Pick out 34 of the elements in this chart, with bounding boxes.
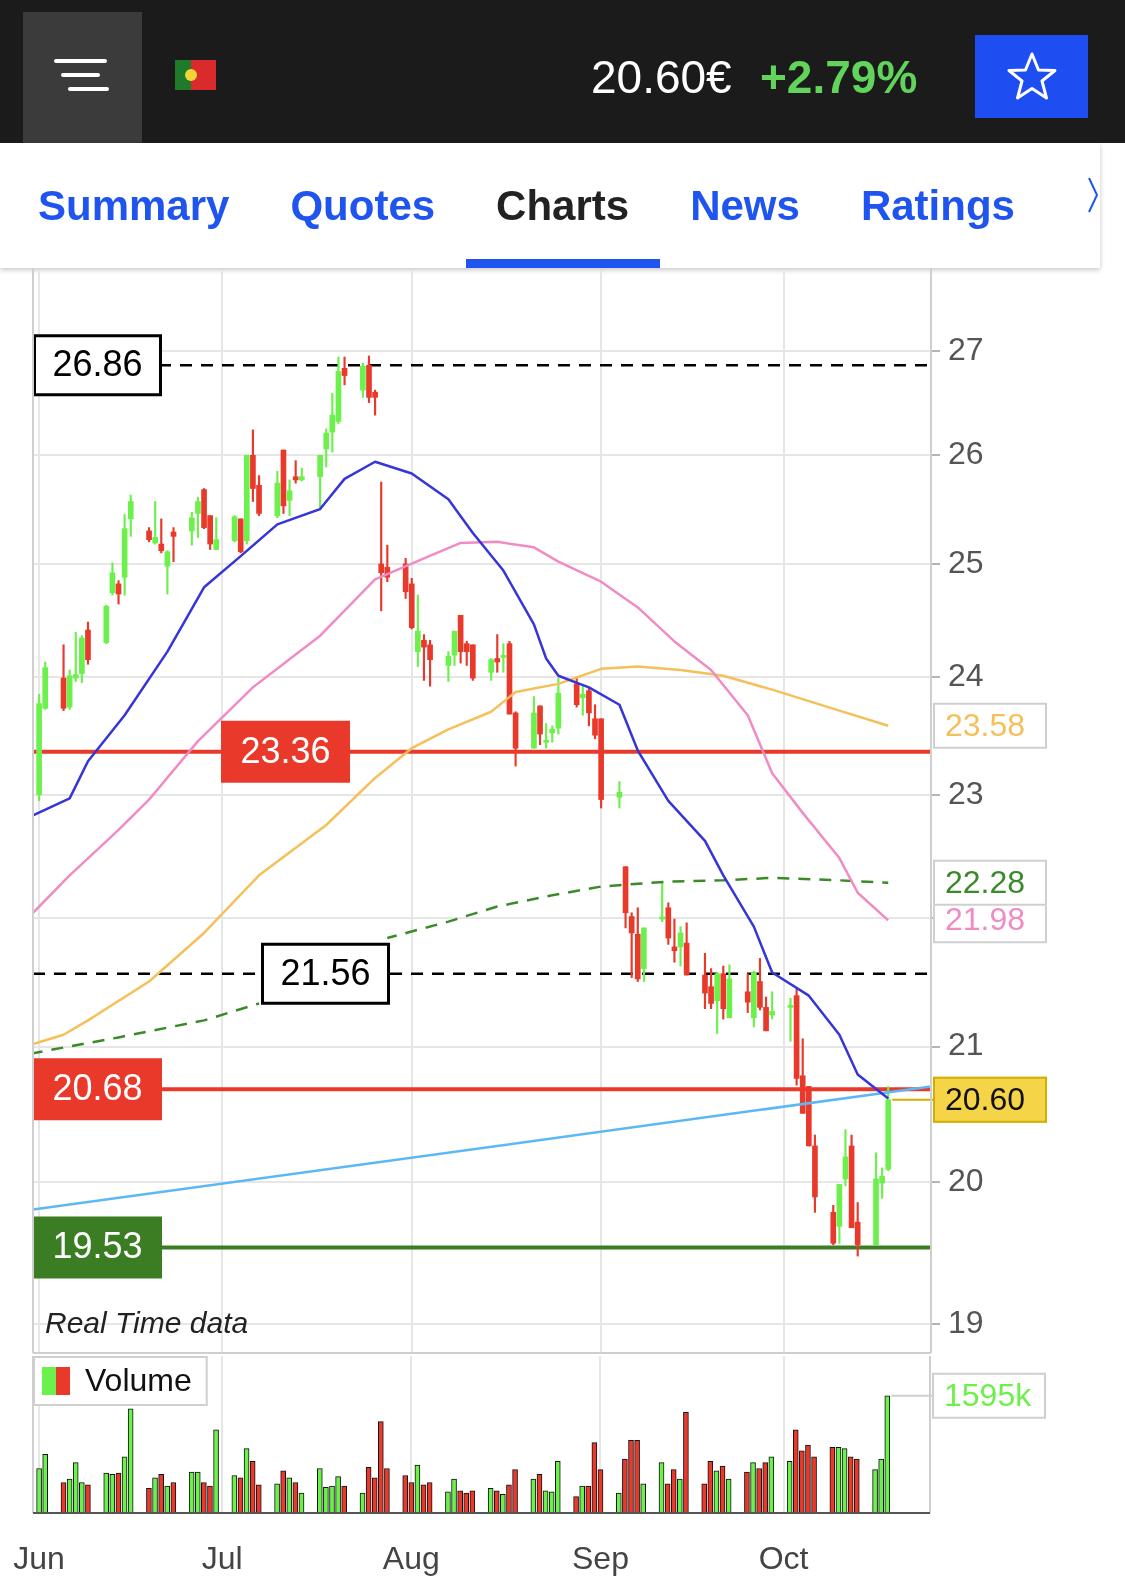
y-tick-label: 26 <box>948 435 984 472</box>
ref-line-label: 20.68 <box>52 1067 143 1109</box>
y-tick-label: 27 <box>948 330 984 367</box>
ref-line-label: 26.86 <box>52 343 143 385</box>
data-label: 21.98 <box>945 901 1026 938</box>
y-tick-label: 25 <box>948 543 984 580</box>
ref-line-label: 19.53 <box>52 1225 143 1267</box>
annotation: 1595k <box>944 1376 1033 1413</box>
candlestick <box>286 479 293 516</box>
x-tick-label: Jul <box>201 1540 243 1577</box>
text: +2.79% <box>760 51 918 103</box>
y-tick-label: 23 <box>948 774 984 811</box>
data-label: 22.28 <box>945 863 1026 900</box>
candlestick <box>787 997 794 1042</box>
data-label: 23.58 <box>945 706 1026 743</box>
y-tick-label: 19 <box>948 1303 984 1340</box>
text: Quotes <box>290 181 436 230</box>
x-tick-label: Oct <box>758 1540 809 1577</box>
legend-label: Volume <box>85 1361 192 1398</box>
text: 20.60€ <box>591 51 732 103</box>
ref-line-label: 23.36 <box>240 729 331 771</box>
x-tick-label: Sep <box>572 1540 629 1577</box>
text: News <box>690 181 800 230</box>
annotation: Real Time data <box>45 1306 249 1339</box>
y-tick-label: 24 <box>948 656 984 693</box>
text: Charts <box>496 181 630 230</box>
y-tick-label: 20 <box>948 1161 984 1198</box>
x-tick-label: Aug <box>382 1540 440 1577</box>
y-tick-label: 21 <box>948 1026 984 1063</box>
annotation: 20.60 <box>945 1080 1026 1117</box>
text: Ratings <box>860 181 1015 230</box>
x-tick-label: Jun <box>13 1540 65 1577</box>
text: Summary <box>38 181 230 230</box>
ref-line-label: 21.56 <box>280 951 371 993</box>
